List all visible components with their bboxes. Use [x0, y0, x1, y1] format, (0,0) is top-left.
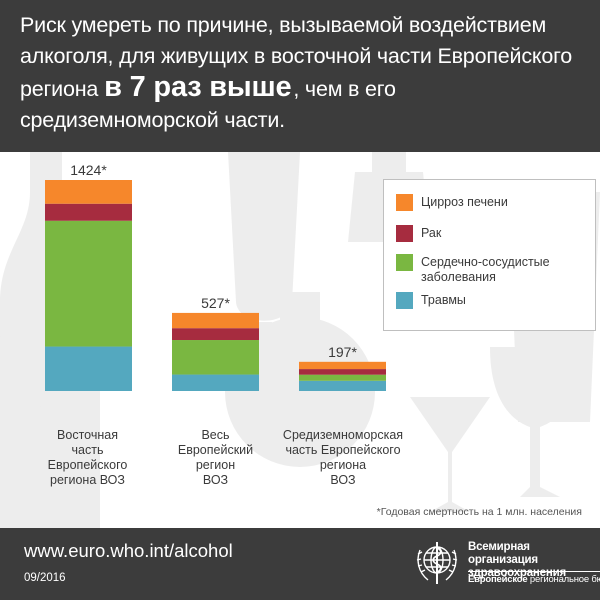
- category-label-line: региона: [319, 458, 367, 472]
- category-label-line: Восточная: [57, 428, 118, 442]
- legend-item-liver: Цирроз печени: [396, 194, 586, 211]
- category-label-line: ВОЗ: [330, 473, 356, 487]
- category-label-line: Средиземноморская: [282, 428, 404, 442]
- goblet-icon: [490, 347, 580, 497]
- legend-item-cardio: Сердечно-сосудистые заболевания: [396, 254, 586, 285]
- category-label-line: регион: [195, 458, 236, 472]
- legend-item-injuries: Травмы: [396, 292, 586, 309]
- legend-swatch-injuries: [396, 292, 413, 309]
- bar-segment-injuries: [299, 380, 386, 391]
- legend-label-cancer: Рак: [421, 226, 442, 240]
- bar-total-label: 197*: [328, 344, 357, 360]
- headline-emphasis: в 7 раз выше: [104, 71, 292, 103]
- category-label-line: часть Европейского: [285, 443, 401, 457]
- headline: Риск умереть по причине, вызываемой возд…: [20, 10, 590, 136]
- bar-total-label: 527*: [201, 295, 230, 311]
- round-bottle-icon: [225, 292, 375, 467]
- chart-panel: 1424* 527* 197* Цирроз печени Рак Сердечно…: [0, 152, 600, 528]
- category-label-line: Весь: [201, 428, 230, 442]
- header: Риск умереть по причине, вызываемой возд…: [0, 0, 600, 152]
- who-region-rest: региональное бюро: [529, 574, 600, 585]
- bar-total-label: 1424*: [70, 162, 107, 178]
- category-label-line: региона ВОЗ: [50, 473, 125, 487]
- who-regional-office: Европейское региональное бюро: [468, 571, 600, 585]
- legend-swatch-cardio: [396, 254, 413, 271]
- category-label-line: часть: [71, 443, 104, 457]
- legend: Цирроз печени Рак Сердечно-сосудистые за…: [383, 179, 596, 331]
- bar-segment-cancer: [299, 369, 386, 375]
- category-label-mediterranean: Средиземноморская часть Европейского рег…: [276, 428, 410, 488]
- legend-label-cardio: Сердечно-сосудистые заболевания: [421, 255, 550, 284]
- bar-segment-liver: [172, 312, 259, 329]
- category-label-line: Европейского: [47, 458, 128, 472]
- category-label-line: ВОЗ: [202, 473, 229, 487]
- website-link[interactable]: www.euro.who.int/alcohol: [24, 540, 233, 561]
- stacked-bar-chart: 1424* 527* 197*: [45, 162, 386, 391]
- cocktail-glass-icon: [410, 397, 490, 512]
- headline-text-end: , чем в его средиземноморской части.: [20, 77, 396, 132]
- who-emblem-icon: [416, 542, 458, 584]
- category-label-line: Европейский: [177, 443, 254, 457]
- category-label-whole: Весь Европейский регион ВОЗ: [158, 428, 273, 488]
- who-organization-name: Всемирная организация здравоохранения: [468, 541, 567, 579]
- who-region-bold: Европейское: [468, 574, 528, 585]
- legend-label-liver: Цирроз печени: [421, 195, 508, 209]
- bar-segment-liver: [299, 361, 386, 370]
- bar-segment-cardio: [45, 220, 132, 347]
- bar-segment-cardio: [172, 340, 259, 375]
- bar-segment-liver: [45, 180, 132, 204]
- legend-swatch-liver: [396, 194, 413, 211]
- footer: www.euro.who.int/alcohol 09/2016 Всемирн…: [0, 528, 600, 600]
- footnote: *Годовая смертность на 1 млн. населения: [376, 506, 582, 518]
- bar-segment-cardio: [299, 374, 386, 381]
- legend-item-cancer: Рак: [396, 225, 586, 242]
- category-label-east: Восточная часть Европейского региона ВОЗ: [30, 428, 145, 488]
- bar-segment-injuries: [45, 346, 132, 391]
- bar-segment-injuries: [172, 374, 259, 391]
- bar-segment-cancer: [45, 203, 132, 221]
- headline-text: Риск умереть по причине, вызываемой возд…: [20, 13, 573, 101]
- legend-label-injuries: Травмы: [421, 293, 466, 307]
- bar-segment-cancer: [172, 328, 259, 341]
- publication-date: 09/2016: [24, 572, 66, 584]
- legend-swatch-cancer: [396, 225, 413, 242]
